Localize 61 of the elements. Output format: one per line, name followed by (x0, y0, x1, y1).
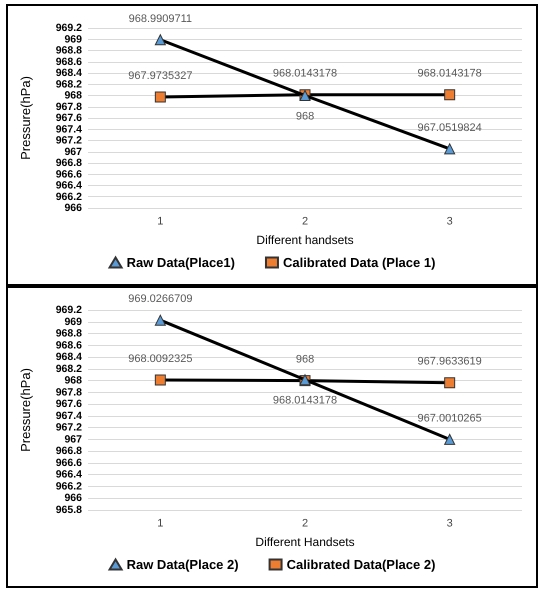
y-tick-label: 968.2 (56, 78, 82, 90)
y-tick-label: 968.4 (56, 67, 82, 79)
y-tick-label: 966 (64, 202, 82, 214)
y-tick-label: 968.6 (56, 56, 82, 68)
y-tick-label: 966.4 (56, 468, 82, 481)
data-label: 969.0266709 (128, 293, 192, 306)
y-tick-label: 966.2 (56, 480, 82, 492)
y-tick-label: 967.2 (56, 134, 82, 146)
y-tick-label: 966.6 (56, 456, 82, 469)
y-tick-label: 967.8 (56, 386, 82, 398)
y-tick-label: 969.2 (56, 304, 82, 316)
data-label: 968.0143178 (418, 68, 482, 80)
x-axis-title: Different Handsets (255, 535, 355, 549)
legend-label: Calibrated Data (Place 1) (282, 255, 436, 270)
x-tick-label: 1 (157, 518, 164, 530)
y-tick-label: 969 (64, 316, 82, 328)
y-tick-label: 966.2 (56, 190, 82, 203)
x-tick-label: 3 (446, 216, 453, 228)
y-tick-label: 969.2 (56, 22, 82, 34)
legend-label: Raw Data(Place1) (126, 255, 235, 270)
y-tick-label: 968.6 (56, 339, 82, 352)
data-label: 967.0010265 (418, 412, 482, 424)
y-tick-label: 969 (64, 33, 82, 46)
data-label: 967.9735327 (128, 70, 192, 82)
data-label: 968.0092325 (128, 353, 192, 366)
y-tick-label: 967.4 (56, 410, 82, 422)
y-tick-label: 967.6 (56, 398, 82, 410)
y-tick-label: 967 (64, 433, 82, 446)
data-label: 968.0143178 (272, 394, 338, 407)
y-tick-label: 966.4 (56, 180, 82, 192)
y-tick-label: 968.2 (56, 362, 82, 375)
x-tick-label: 2 (302, 216, 308, 228)
data-label: 968.0143178 (272, 68, 338, 80)
y-tick-label: 967.4 (56, 123, 82, 136)
y-tick-label: 967.6 (56, 112, 82, 124)
y-tick-label: 967 (64, 146, 82, 158)
y-tick-label: 968.8 (56, 328, 82, 340)
y-axis-title: Pressure(hPa) (18, 76, 33, 160)
y-tick-label: 966.8 (56, 157, 82, 169)
x-tick-label: 1 (157, 216, 164, 228)
y-tick-label: 966.6 (56, 168, 82, 180)
x-tick-label: 3 (446, 518, 453, 530)
y-tick-label: 966 (64, 492, 82, 504)
data-label: 968.9909711 (128, 12, 192, 25)
data-label: 968 (296, 110, 314, 122)
y-tick-label: 967.8 (56, 100, 82, 113)
y-tick-label: 968.4 (56, 351, 82, 364)
y-axis-title: Pressure(hPa) (18, 368, 33, 452)
y-tick-label: 966.8 (56, 445, 82, 458)
data-label: 967.9633619 (418, 356, 482, 368)
data-label: 968 (296, 354, 314, 366)
data-label: 967.0519824 (418, 122, 482, 134)
y-tick-label: 968 (64, 90, 82, 102)
x-axis-title: Different handsets (256, 233, 354, 247)
x-tick-label: 2 (302, 518, 308, 530)
legend-label: Raw Data(Place 2) (126, 557, 239, 572)
y-tick-label: 968 (64, 374, 82, 387)
y-tick-label: 968.8 (56, 44, 82, 56)
y-tick-label: 967.2 (56, 422, 82, 434)
y-tick-label: 965.8 (56, 504, 82, 516)
legend-label: Calibrated Data(Place 2) (286, 557, 436, 572)
